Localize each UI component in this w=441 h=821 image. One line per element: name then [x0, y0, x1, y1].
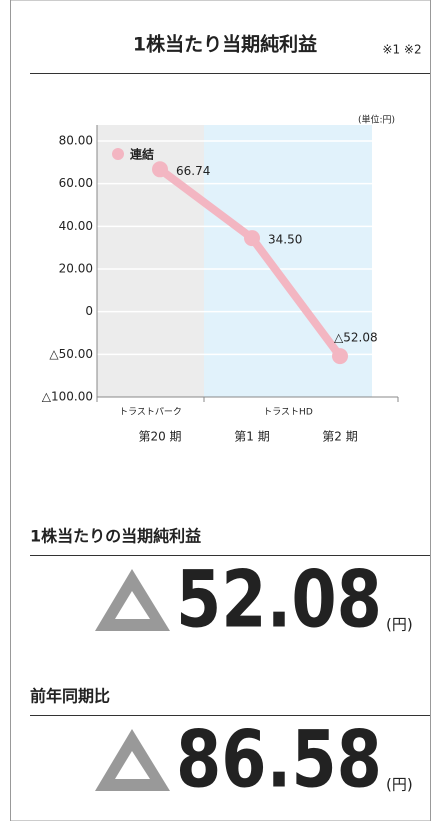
- legend-label: 連結: [130, 147, 154, 162]
- y-tick-label: 20.00: [59, 262, 93, 276]
- point: [244, 230, 260, 247]
- point: [152, 161, 168, 178]
- y-tick-label: △50.00: [49, 347, 93, 361]
- summary-value: 86.58: [176, 715, 382, 805]
- y-tick-label: 40.00: [59, 219, 93, 233]
- minus-triangle-hole: [115, 591, 150, 619]
- y-tick-label: 0: [85, 304, 93, 318]
- x-tick-label: 第1 期: [234, 430, 269, 444]
- minus-triangle-hole: [115, 751, 150, 779]
- data-label: 34.50: [268, 233, 302, 247]
- x-tick-label: 第20 期: [138, 430, 181, 444]
- title: 1株当たり当期純利益: [133, 33, 317, 56]
- note: ※1 ※2: [382, 43, 421, 57]
- data-label: 66.74: [176, 164, 210, 178]
- group-band: [97, 125, 204, 397]
- y-tick-label: 80.00: [59, 134, 93, 148]
- legend-marker: [112, 148, 124, 160]
- summary-label: 前年同期比: [30, 687, 110, 706]
- summary-unit: (円): [386, 616, 413, 634]
- summary-unit: (円): [386, 776, 413, 794]
- point: [332, 348, 348, 365]
- y-tick-label: △100.00: [42, 390, 93, 404]
- summary-value: 52.08: [176, 555, 382, 645]
- summary-label: 1株当たりの当期純利益: [30, 527, 201, 546]
- group-label: トラストHD: [263, 407, 313, 418]
- x-tick-label: 第2 期: [322, 430, 357, 444]
- data-label: △52.08: [334, 331, 378, 345]
- unit: (単位:円): [358, 114, 395, 126]
- group-label: トラストパーク: [119, 407, 182, 418]
- y-tick-label: 60.00: [59, 176, 93, 190]
- frame: [10, 0, 431, 821]
